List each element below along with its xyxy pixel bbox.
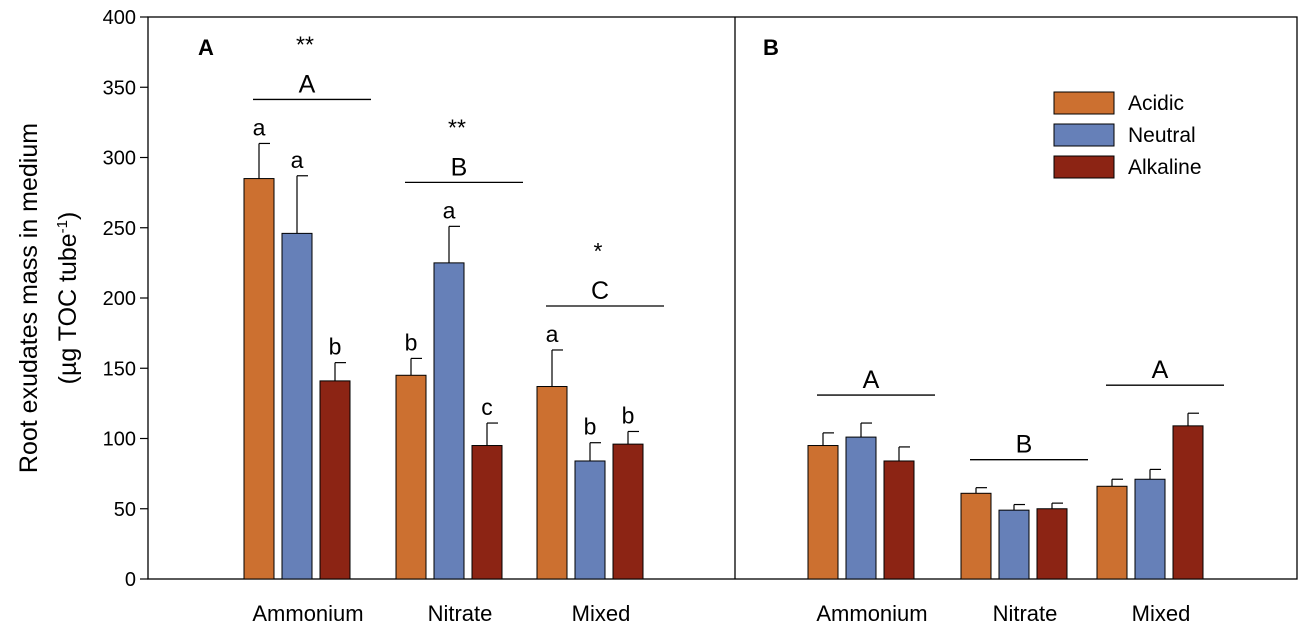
bars — [243, 142, 1204, 580]
significance-stars: ** — [448, 114, 466, 140]
panel-label-b: B — [763, 35, 779, 60]
bar-alkaline — [612, 443, 644, 580]
bar-acidic — [807, 445, 839, 580]
y-axis-label: Root exudates mass in medium — [15, 123, 43, 473]
legend-swatch-neutral — [1053, 123, 1115, 147]
bar-acidic — [395, 374, 427, 580]
y-tick-label: 250 — [103, 218, 136, 240]
bar-significance-letter: a — [253, 114, 266, 140]
bar-alkaline — [319, 380, 351, 580]
x-category-label: Mixed — [572, 601, 631, 626]
y-tick-label: 0 — [125, 569, 136, 591]
bar-significance-letter: a — [443, 197, 456, 223]
y-tick-label: 200 — [103, 288, 136, 310]
y-axis-units-superscript: -1 — [54, 220, 71, 233]
bar-acidic — [1096, 485, 1128, 580]
bar-acidic — [243, 178, 275, 580]
y-tick-label: 150 — [103, 358, 136, 380]
x-category-label: Nitrate — [993, 601, 1058, 626]
x-category-label: Ammonium — [816, 601, 927, 626]
group-letter: B — [451, 153, 468, 181]
group-letter: A — [863, 366, 880, 394]
legend-label-acidic: Acidic — [1128, 92, 1184, 115]
significance-stars: ** — [296, 31, 314, 57]
legend-swatch-alkaline — [1053, 155, 1115, 179]
y-axis-units-close: ) — [54, 212, 82, 220]
panel-label-a: A — [198, 35, 214, 60]
bar-acidic — [536, 386, 568, 580]
legend-label-alkaline: Alkaline — [1128, 156, 1202, 179]
y-tick-label: 50 — [114, 499, 136, 521]
bar-alkaline — [1036, 508, 1068, 580]
group-letter: B — [1016, 431, 1033, 459]
legend-swatch-acidic — [1053, 91, 1115, 115]
x-category-label: Nitrate — [428, 601, 493, 626]
y-tick-label: 300 — [103, 148, 136, 170]
bar-neutral — [574, 460, 606, 580]
bar-neutral — [281, 232, 313, 580]
y-axis-label-units: (µg TOC tube-1) — [54, 212, 82, 385]
significance-stars: * — [594, 238, 603, 264]
y-tick-label: 400 — [103, 7, 136, 29]
y-axis-units-text: (µg TOC tube — [54, 233, 82, 384]
bar-neutral — [433, 262, 465, 580]
bar-alkaline — [471, 445, 503, 580]
bar-significance-letter: b — [622, 402, 635, 428]
bar-alkaline — [883, 460, 915, 580]
y-tick-label: 100 — [103, 429, 136, 451]
group-letter: A — [299, 70, 316, 98]
bar-significance-letter: b — [584, 414, 597, 440]
group-letter: A — [1152, 356, 1169, 384]
bar-alkaline — [1172, 425, 1204, 580]
group-letter: C — [591, 277, 609, 305]
bar-significance-letter: a — [546, 321, 559, 347]
bar-neutral — [845, 436, 877, 580]
x-category-label: Mixed — [1132, 601, 1191, 626]
bar-significance-letter: c — [481, 394, 493, 420]
legend-label-neutral: Neutral — [1128, 124, 1196, 147]
bar-significance-letter: b — [329, 334, 342, 360]
bar-significance-letter: b — [405, 329, 418, 355]
bar-neutral — [998, 509, 1030, 580]
bar-significance-letter: a — [291, 147, 304, 173]
bar-neutral — [1134, 478, 1166, 580]
x-category-label: Ammonium — [252, 601, 363, 626]
y-tick-label: 350 — [103, 77, 136, 99]
y-ticks: 0 50 100 150 200 250 300 350 400 — [103, 7, 148, 591]
legend: Acidic Neutral Alkaline — [1053, 91, 1202, 179]
bar-acidic — [960, 492, 992, 580]
